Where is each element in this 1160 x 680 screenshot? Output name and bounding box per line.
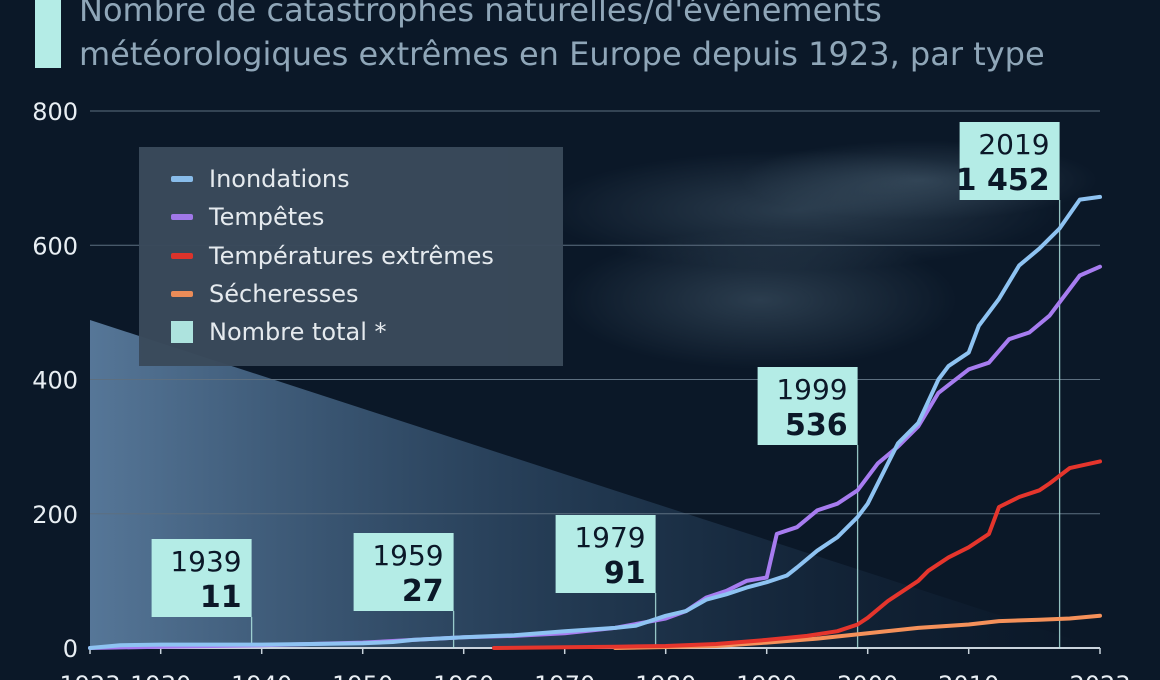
- legend-item-total: Nombre total *: [171, 317, 387, 347]
- xtick-label-1923: 1923: [59, 671, 120, 680]
- legend-item-inondations: Inondations: [171, 164, 350, 194]
- series-line-secheresses: [613, 613, 1102, 650]
- total-marker-box-1959: [353, 533, 454, 611]
- total-marker-value-1979: 91: [604, 556, 646, 591]
- series-line-inondations: [88, 194, 1102, 650]
- xtick-label-1940: 1940: [231, 671, 292, 680]
- total-marker-box-1939: [151, 539, 252, 617]
- background-glow: [90, 320, 1100, 648]
- legend-swatch-total: [171, 321, 193, 343]
- legend-swatch-secheresses: [171, 291, 193, 297]
- total-marker-value-1999: 536: [785, 408, 848, 443]
- ytick-label-0: 0: [63, 635, 78, 663]
- xtick-label-1980: 1980: [635, 671, 696, 680]
- legend-swatch-tempetes: [171, 214, 193, 220]
- xtick-label-1950: 1950: [332, 671, 393, 680]
- ytick-label-400: 400: [32, 367, 78, 395]
- xtick-label-2010: 2010: [938, 671, 999, 680]
- xtick-label-1930: 1930: [130, 671, 191, 680]
- legend: Inondations Tempêtes Températures extrêm…: [139, 147, 563, 366]
- legend-label-inondations: Inondations: [209, 165, 350, 193]
- total-marker-year-1939: 1939: [170, 545, 241, 578]
- total-marker-year-1979: 1979: [574, 521, 645, 554]
- total-marker-box-2019: [959, 122, 1060, 200]
- legend-label-total: Nombre total *: [209, 318, 387, 346]
- total-marker-value-1939: 11: [200, 580, 242, 615]
- series-line-temperatures-extremes: [492, 459, 1102, 650]
- xtick-label-1990: 1990: [736, 671, 797, 680]
- title-accent-bar: [35, 0, 61, 68]
- ytick-label-200: 200: [32, 501, 78, 529]
- total-marker-year-1959: 1959: [372, 539, 443, 572]
- legend-swatch-inondations: [171, 176, 193, 182]
- total-marker-value-1959: 27: [402, 574, 444, 609]
- xtick-label-2000: 2000: [837, 671, 898, 680]
- legend-swatch-temperatures: [171, 253, 193, 259]
- xtick-label-1960: 1960: [433, 671, 494, 680]
- ytick-label-600: 600: [32, 232, 78, 260]
- xtick-label-2023: 2023: [1069, 671, 1130, 680]
- legend-label-tempetes: Tempêtes: [209, 203, 325, 231]
- total-marker-box-1999: [757, 367, 858, 445]
- ytick-label-800: 800: [32, 98, 78, 126]
- total-marker-year-1999: 1999: [776, 373, 847, 406]
- legend-label-temperatures: Températures extrêmes: [209, 242, 494, 270]
- legend-item-tempetes: Tempêtes: [171, 202, 324, 232]
- legend-item-temperatures: Températures extrêmes: [171, 241, 494, 271]
- legend-item-secheresses: Sécheresses: [171, 279, 359, 309]
- xtick-label-1970: 1970: [534, 671, 595, 680]
- legend-label-secheresses: Sécheresses: [209, 280, 359, 308]
- chart-title: Nombre de catastrophes naturelles/d'évén…: [79, 0, 1045, 73]
- total-marker-box-1979: [555, 515, 656, 593]
- total-marker-year-2019: 2019: [978, 128, 1049, 161]
- total-marker-value-2019: 1 452: [956, 163, 1050, 198]
